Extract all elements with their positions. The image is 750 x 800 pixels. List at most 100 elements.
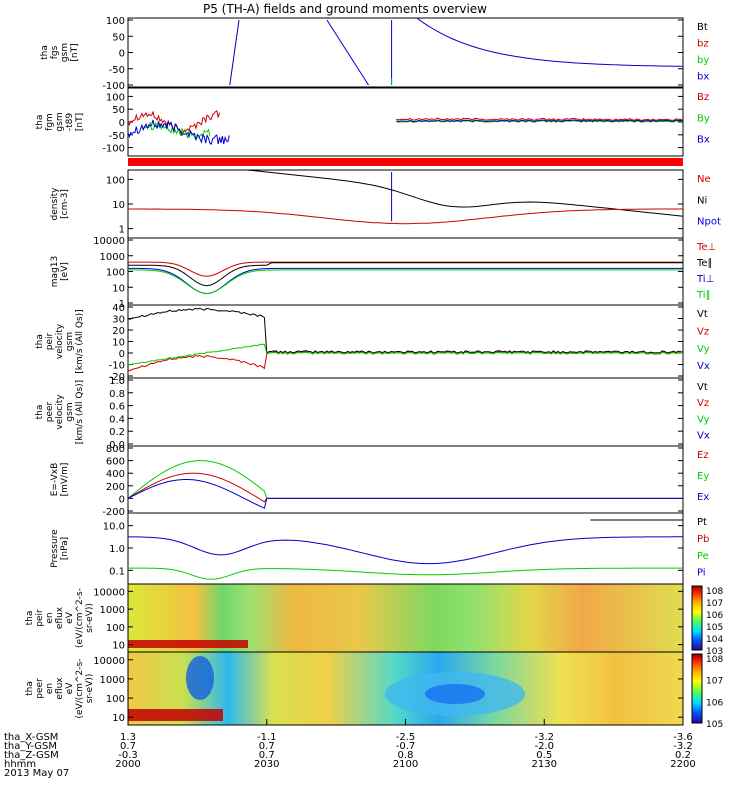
- legend-Vy: Vy: [697, 414, 710, 425]
- panel-frame: [127, 512, 684, 585]
- y-tick-label: 0: [119, 49, 125, 60]
- legend-bx: bx: [697, 71, 709, 82]
- y-tick-label: 0.6: [109, 402, 125, 413]
- y-axis-label: gsm: [65, 402, 75, 421]
- trace-Teperp: [128, 261, 683, 277]
- trace-By: [141, 121, 211, 141]
- y-tick-label: 1.0: [109, 376, 125, 387]
- legend-By: By: [697, 113, 710, 124]
- y-tick-label: 100: [106, 175, 125, 186]
- y-axis-label: E=-VxB: [50, 463, 60, 497]
- trace-Vt: [128, 307, 683, 354]
- y-tick-label: 100: [106, 268, 125, 279]
- x-tick-label: -1.1: [257, 732, 277, 743]
- legend-Ni: Ni: [697, 195, 707, 206]
- y-axis-label: gsm: [60, 43, 70, 62]
- y-axis-label: eV: [65, 611, 75, 624]
- legend-Npot: Npot: [697, 217, 721, 228]
- y-axis-label: tha: [40, 45, 50, 60]
- y-axis-label: mag13: [50, 256, 60, 287]
- x-date-label: 2013 May 07: [4, 768, 69, 779]
- y-tick-label: -50: [109, 65, 125, 76]
- y-tick-label: 1000: [100, 605, 125, 616]
- colorbar: [691, 653, 703, 724]
- colorbar-label: 108: [706, 587, 723, 597]
- plot-title: P5 (TH-A) fields and ground moments over…: [203, 2, 487, 16]
- legend-Pb: Pb: [697, 534, 709, 545]
- panel-peer_v: 1.0 0.8 0.60.4 0.2 0.0 tha peer velocity gsm [km/…: [35, 376, 710, 451]
- y-tick-label: 0.8: [109, 389, 125, 400]
- y-axis-label: [nPa]: [60, 537, 70, 560]
- legend-Ez: Ez: [697, 450, 709, 461]
- legend-Vz: Vz: [697, 398, 709, 409]
- y-axis-label: gsm: [55, 112, 65, 131]
- y-axis-label: (eV/(cm^2-s-: [75, 659, 85, 719]
- y-tick-label: 200: [106, 482, 125, 493]
- legend-Te⊥: Te⊥: [696, 242, 716, 253]
- x-tick-label: 0.7: [120, 741, 136, 752]
- trace-Bx: [128, 119, 230, 146]
- trace-Pe: [128, 567, 683, 580]
- legend-bz: bz: [697, 38, 709, 49]
- trace-Pi: [128, 536, 683, 565]
- legend-Bz: Bz: [697, 92, 709, 103]
- y-tick-label: 0.0: [109, 440, 125, 451]
- y-axis-label: Pressure: [50, 529, 60, 568]
- y-axis-label: gsm: [65, 332, 75, 351]
- x-tick-label: -3.6: [673, 732, 693, 743]
- legend-Vz: Vz: [697, 326, 709, 337]
- y-tick-label: -200: [102, 507, 125, 518]
- colorbar-label: 107: [706, 599, 723, 609]
- x-row-label: tha_X-GSM: [4, 732, 58, 743]
- x-tick-label: 0.7: [259, 750, 275, 761]
- x-tick-label: 2100: [393, 759, 418, 770]
- y-axis-label: velocity: [55, 394, 65, 430]
- legend-Vx: Vx: [697, 361, 710, 372]
- y-axis-label: eV: [65, 682, 75, 695]
- y-tick-label: 100: [106, 92, 125, 103]
- y-tick-label: -50: [109, 131, 125, 142]
- x-row-label: tha_Z-GSM: [4, 750, 59, 761]
- y-tick-label: 40: [112, 303, 125, 314]
- y-tick-label: 10000: [93, 656, 125, 667]
- spectrogram-blob: [425, 684, 485, 704]
- y-tick-label: 10: [112, 338, 125, 349]
- trace-bx: [326, 19, 369, 86]
- legend-Vy: Vy: [697, 344, 710, 355]
- y-tick-label: 10000: [93, 236, 125, 247]
- trace-Ey: [128, 460, 683, 499]
- y-axis-label: tha: [35, 115, 45, 130]
- x-tick-label: 0.2: [675, 750, 691, 761]
- y-axis-label: tha: [25, 681, 35, 696]
- y-axis-label: peir: [45, 332, 55, 350]
- y-tick-label: 10: [112, 641, 125, 652]
- trace-Bx: [396, 119, 683, 123]
- trace-bx: [416, 18, 683, 67]
- y-axis-label: tha: [25, 611, 35, 626]
- x-row-label: tha_Y-GSM: [4, 741, 57, 752]
- panel-frame: [127, 17, 684, 88]
- x-tick-label: -2.0: [534, 741, 554, 752]
- y-tick-label: -100: [102, 144, 125, 155]
- y-axis-label: tha: [35, 405, 45, 420]
- y-axis-label: [km/s (All Qs)]: [75, 380, 85, 444]
- y-tick-label: -10: [109, 361, 125, 372]
- x-tick-label: 2130: [532, 759, 557, 770]
- y-tick-label: 600: [106, 457, 125, 468]
- panel-frame: [127, 377, 684, 447]
- y-axis-label: [nT]: [75, 113, 85, 131]
- y-axis-label: sr-eV)): [85, 674, 95, 704]
- y-tick-label: 10: [112, 200, 125, 211]
- y-tick-label: -20: [109, 372, 125, 383]
- y-tick-label: 0.4: [109, 414, 125, 425]
- legend-Ey: Ey: [697, 471, 709, 482]
- y-tick-label: 0.1: [109, 566, 125, 577]
- y-axis-label: (eV/(cm^2-s-: [75, 588, 85, 648]
- y-axis-label: fgs: [50, 45, 60, 59]
- trace-By: [396, 120, 683, 123]
- trace-Tiperp: [128, 267, 683, 295]
- x-tick-label: 1.3: [120, 732, 136, 743]
